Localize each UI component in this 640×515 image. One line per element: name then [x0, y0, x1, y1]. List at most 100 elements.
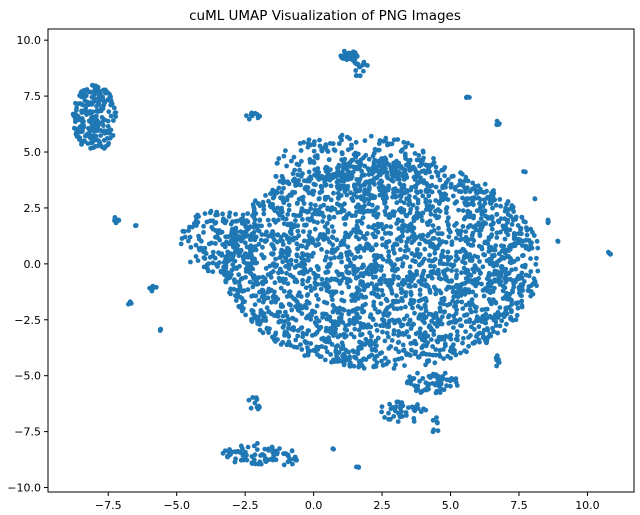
- data-point: [413, 184, 419, 190]
- data-point: [470, 180, 476, 186]
- data-point: [209, 224, 215, 230]
- data-point: [514, 240, 519, 246]
- data-point: [207, 210, 213, 216]
- data-point: [325, 205, 331, 211]
- data-point: [356, 359, 362, 364]
- data-point: [339, 137, 344, 143]
- data-point: [252, 237, 258, 243]
- data-point: [314, 170, 319, 176]
- data-point: [353, 73, 359, 79]
- data-point: [286, 262, 292, 268]
- data-point: [473, 293, 479, 298]
- data-point: [295, 253, 300, 259]
- data-point: [484, 188, 489, 194]
- data-point: [349, 142, 354, 148]
- data-point: [417, 287, 423, 293]
- data-point: [428, 375, 433, 380]
- data-point: [329, 224, 335, 230]
- data-point: [264, 229, 269, 235]
- data-point: [388, 406, 394, 412]
- data-point: [471, 269, 477, 275]
- data-point: [284, 197, 290, 203]
- data-point: [408, 353, 413, 358]
- data-point: [359, 331, 365, 337]
- data-point: [286, 202, 292, 208]
- data-point: [375, 263, 381, 269]
- data-point: [324, 281, 330, 287]
- data-point: [460, 259, 465, 264]
- data-point: [356, 160, 362, 166]
- data-point: [345, 356, 350, 362]
- data-point: [238, 247, 244, 253]
- data-point: [237, 237, 243, 242]
- data-point: [524, 227, 530, 233]
- y-tick-label: 2.5: [24, 202, 42, 215]
- data-point: [398, 238, 404, 244]
- x-tick-label: −5.0: [163, 499, 190, 512]
- data-point: [293, 317, 299, 323]
- data-point: [260, 288, 266, 293]
- data-point: [266, 309, 272, 315]
- data-point: [485, 327, 491, 333]
- data-point: [400, 233, 405, 239]
- data-point: [326, 214, 332, 220]
- data-point: [388, 303, 394, 309]
- data-point: [380, 292, 386, 298]
- data-point: [357, 218, 363, 224]
- data-point: [534, 255, 539, 261]
- data-point: [427, 239, 432, 244]
- data-point: [315, 265, 321, 271]
- data-point: [301, 178, 307, 184]
- data-point: [281, 280, 287, 285]
- data-point: [354, 189, 359, 195]
- data-point: [236, 253, 242, 259]
- data-point: [459, 323, 464, 329]
- data-point: [486, 235, 492, 240]
- data-point: [444, 261, 450, 267]
- data-point: [346, 349, 351, 355]
- data-point: [212, 255, 218, 261]
- data-point: [179, 236, 185, 241]
- data-point: [386, 239, 392, 244]
- data-point: [100, 119, 105, 125]
- data-point: [441, 337, 447, 342]
- data-point: [386, 253, 392, 259]
- data-point: [528, 242, 533, 248]
- data-point: [295, 328, 301, 333]
- data-point: [534, 283, 539, 289]
- data-point: [308, 317, 314, 322]
- data-point: [489, 192, 494, 198]
- data-point: [328, 256, 334, 262]
- data-point: [477, 233, 483, 239]
- data-point: [466, 271, 472, 277]
- data-point: [398, 198, 403, 204]
- data-point: [235, 294, 241, 299]
- data-point: [398, 194, 404, 200]
- data-point: [283, 216, 289, 222]
- data-point: [243, 274, 249, 280]
- data-point: [476, 220, 481, 226]
- data-point: [407, 318, 413, 324]
- data-point: [386, 416, 392, 422]
- data-point: [291, 296, 297, 302]
- data-point: [460, 306, 466, 311]
- data-point: [480, 264, 486, 270]
- data-point: [394, 188, 400, 194]
- data-point: [341, 183, 347, 189]
- data-point: [502, 285, 508, 291]
- data-point: [354, 209, 359, 215]
- data-point: [257, 218, 263, 223]
- data-point: [339, 358, 345, 364]
- data-point: [528, 269, 534, 274]
- data-point: [300, 217, 305, 222]
- data-point: [355, 181, 360, 187]
- data-point: [433, 208, 438, 214]
- data-point: [312, 331, 318, 337]
- data-point: [375, 221, 381, 227]
- data-point: [366, 156, 372, 162]
- data-point: [490, 205, 495, 211]
- data-point: [329, 359, 334, 365]
- data-point: [362, 203, 367, 209]
- data-point: [432, 256, 438, 262]
- data-point: [417, 179, 423, 185]
